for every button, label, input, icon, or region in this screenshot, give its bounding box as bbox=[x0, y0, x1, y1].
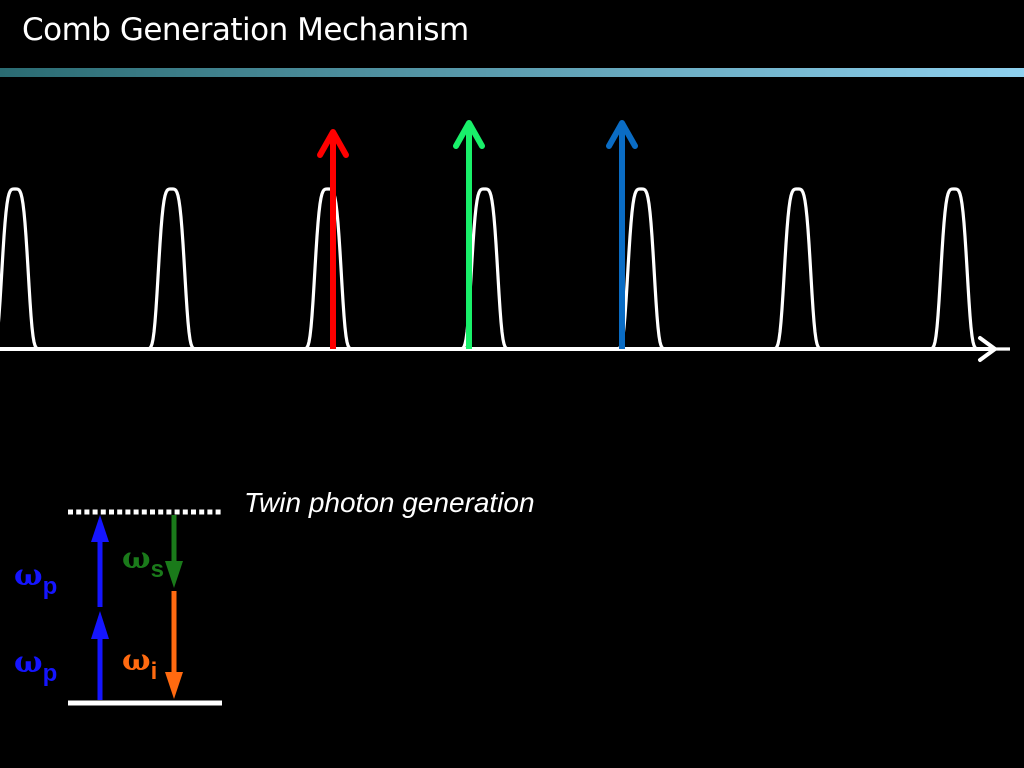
energy-level-diagram: ωp ωp ωs ωi Twin photon generation bbox=[14, 487, 535, 706]
pump-arrow-lower bbox=[91, 611, 109, 700]
pump-arrow-upper bbox=[91, 515, 109, 607]
mode-arrow-red bbox=[317, 129, 349, 349]
pump-label-lower: ωp bbox=[14, 645, 57, 687]
signal-arrow-head bbox=[165, 561, 183, 588]
signal-arrow bbox=[165, 515, 183, 588]
comb-envelope-curve bbox=[0, 187, 1011, 351]
frequency-axis bbox=[0, 336, 997, 362]
pump-label-upper: ωp bbox=[14, 558, 57, 600]
green-mode-arrow-head bbox=[453, 120, 485, 149]
mode-arrow-green bbox=[453, 120, 485, 349]
idler-label: ωi bbox=[122, 643, 157, 685]
idler-arrow-head bbox=[165, 672, 183, 699]
pump-arrow-lower-head bbox=[91, 611, 109, 639]
frequency-comb bbox=[0, 187, 1011, 351]
blue-mode-arrow-head bbox=[606, 120, 638, 149]
idler-arrow bbox=[165, 591, 183, 699]
slide-title: Comb Generation Mechanism bbox=[22, 12, 469, 48]
red-mode-arrow-head bbox=[317, 129, 349, 158]
mode-arrow-blue bbox=[606, 120, 638, 349]
signal-label: ωs bbox=[122, 541, 164, 583]
title-divider-bar bbox=[0, 68, 1024, 77]
pump-arrow-upper-head bbox=[91, 515, 109, 542]
frequency-axis-arrowhead bbox=[978, 336, 997, 362]
twin-photon-generation-caption: Twin photon generation bbox=[244, 487, 535, 518]
